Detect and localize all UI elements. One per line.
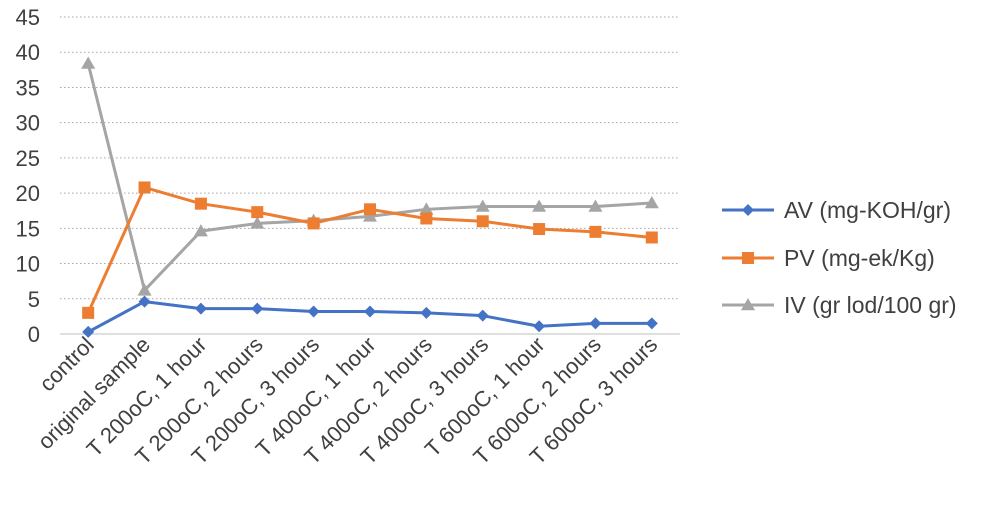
legend-label: AV (mg-KOH/gr) [784,197,951,223]
y-tick-label: 40 [16,40,40,65]
data-point [307,217,320,230]
gridlines [60,16,680,300]
data-point [476,309,489,322]
series-group [81,56,659,338]
data-point [138,181,151,194]
data-point [475,199,490,212]
y-tick-label: 45 [16,5,40,30]
data-point [250,216,265,229]
data-point [533,223,546,236]
data-point [645,317,658,330]
series-line [86,61,654,292]
series-2 [81,56,659,296]
data-point [81,56,96,69]
data-point [589,317,602,330]
legend-item: AV (mg-KOH/gr) [722,197,951,223]
data-point [138,295,151,308]
data-point [82,306,95,319]
data-point [420,212,433,225]
data-point [251,302,264,315]
data-point [589,225,602,238]
y-tick-label: 10 [16,252,40,277]
data-point [532,199,547,212]
y-tick-label: 30 [16,111,40,136]
data-point [194,197,207,210]
y-tick-label: 5 [28,287,40,312]
data-point [476,215,489,228]
y-axis: 0 5 10 15 20 25 30 35 40 45 [16,5,40,347]
data-point [419,202,434,215]
y-tick-label: 15 [16,216,40,241]
data-point [363,209,377,222]
legend-item: PV (mg-ek/Kg) [722,245,935,271]
legend-item: IV (gr lod/100 gr) [722,292,957,318]
series-0 [82,295,658,338]
legend-label: PV (mg-ek/Kg) [784,245,935,271]
data-point [420,306,433,319]
y-tick-label: 20 [16,181,40,206]
data-point [533,320,546,333]
legend: AV (mg-KOH/gr) PV (mg-ek/Kg) IV (gr lod/10… [722,197,957,318]
data-point [193,224,208,237]
y-tick-label: 0 [28,322,40,347]
data-point [364,305,376,318]
data-point [364,203,376,216]
data-point [644,195,659,209]
series-1 [82,181,658,319]
data-point [307,305,320,318]
y-tick-label: 35 [16,75,40,100]
data-point [82,325,95,338]
data-point [588,199,603,212]
legend-label: IV (gr lod/100 gr) [784,292,957,318]
data-point [194,302,207,315]
data-point [741,298,755,311]
data-point [645,231,658,244]
y-tick-label: 25 [16,146,40,171]
data-point [251,206,264,219]
data-point [742,252,754,264]
data-point [742,204,754,216]
data-point [137,283,152,296]
